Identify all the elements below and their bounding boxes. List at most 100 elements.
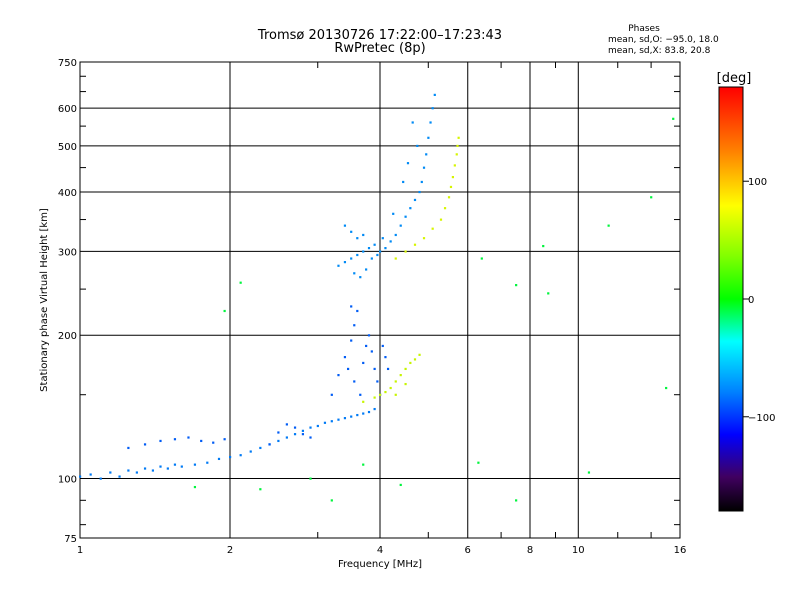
x-tick-label: 6 [465, 545, 471, 556]
data-point [386, 367, 390, 371]
data-point [151, 469, 155, 472]
data-point [109, 471, 112, 474]
colorbar-tick-label: −100 [748, 413, 775, 424]
data-point [350, 305, 353, 308]
data-point [362, 412, 365, 415]
data-point [293, 433, 297, 436]
data-point [316, 424, 319, 428]
data-point [376, 380, 379, 383]
data-point [422, 166, 426, 169]
data-point [259, 446, 262, 450]
data-point [356, 253, 359, 257]
data-point [356, 309, 359, 313]
data-point [453, 164, 456, 167]
data-point [343, 224, 347, 227]
data-point [143, 467, 147, 470]
data-point [359, 276, 362, 279]
colorbar-label: [deg] [717, 71, 752, 86]
data-point [418, 353, 421, 356]
data-points [79, 93, 675, 502]
data-point [542, 244, 545, 248]
data-point [404, 382, 407, 386]
data-point [309, 477, 312, 480]
data-point [343, 417, 347, 420]
data-point [672, 117, 675, 120]
data-point [356, 237, 359, 240]
data-point [229, 455, 232, 459]
data-point [285, 436, 288, 439]
data-point [293, 426, 297, 429]
data-point [381, 344, 384, 348]
x-tick-label: 8 [527, 545, 533, 556]
y-tick-label: 200 [58, 331, 77, 342]
data-point [79, 475, 82, 478]
data-point [285, 423, 288, 426]
x-tick-label: 2 [227, 545, 233, 556]
colorbar-tick-label: 0 [748, 295, 754, 306]
data-point [650, 196, 653, 199]
data-point [449, 185, 453, 189]
data-point [159, 439, 162, 443]
data-point [381, 237, 384, 240]
data-point [515, 499, 518, 502]
y-tick-label: 750 [58, 58, 77, 69]
x-tick-label: 16 [674, 545, 687, 556]
data-point [384, 356, 387, 359]
data-point [413, 243, 417, 246]
data-point [399, 224, 402, 227]
data-point [456, 144, 459, 148]
data-point [399, 374, 402, 377]
data-point [379, 393, 382, 396]
data-point [389, 240, 392, 243]
data-point [249, 450, 252, 453]
data-point [384, 247, 387, 250]
phases-line-x: mean, sd,X: 83.8, 20.8 [608, 46, 711, 56]
data-point [447, 196, 451, 199]
data-point [429, 121, 432, 124]
x-tick-label: 1 [77, 545, 83, 556]
data-point [173, 463, 177, 466]
data-point [422, 237, 426, 240]
data-point [330, 393, 333, 396]
data-point [193, 485, 197, 489]
data-point [607, 224, 610, 227]
data-point [362, 400, 365, 403]
data-point [409, 207, 412, 210]
data-point [239, 281, 242, 284]
data-point [353, 324, 356, 327]
y-axis-label: Stationary phase Virtual Height [km] [39, 208, 50, 392]
data-point [665, 386, 668, 390]
data-point [367, 247, 371, 250]
data-point [212, 441, 215, 444]
data-point [404, 367, 407, 371]
data-point [259, 488, 262, 491]
data-point [389, 386, 392, 390]
data-point [187, 436, 190, 439]
data-point [173, 438, 177, 441]
data-point [394, 393, 397, 396]
data-point [350, 415, 353, 418]
data-point [330, 499, 333, 502]
y-tick-label: 300 [58, 247, 77, 258]
data-point [413, 198, 417, 202]
data-point [206, 461, 209, 464]
chart-subtitle: RwPretec (8p) [334, 41, 425, 56]
data-point [373, 367, 376, 371]
data-point [455, 153, 458, 156]
data-point [166, 467, 169, 470]
data-point [367, 410, 371, 414]
data-point [439, 218, 443, 221]
data-point [356, 413, 359, 417]
data-point [365, 268, 368, 271]
data-point [239, 454, 242, 457]
minor-ticks [80, 62, 680, 538]
data-point [323, 421, 327, 424]
data-point [427, 136, 430, 139]
data-point [399, 483, 402, 487]
y-tick-label: 75 [64, 534, 77, 545]
x-tick-label: 4 [377, 545, 383, 556]
colorbar-ticks: 100 0 −100 [743, 177, 775, 424]
data-point [337, 418, 340, 421]
y-tick-label: 400 [58, 188, 77, 199]
data-point [433, 93, 436, 96]
